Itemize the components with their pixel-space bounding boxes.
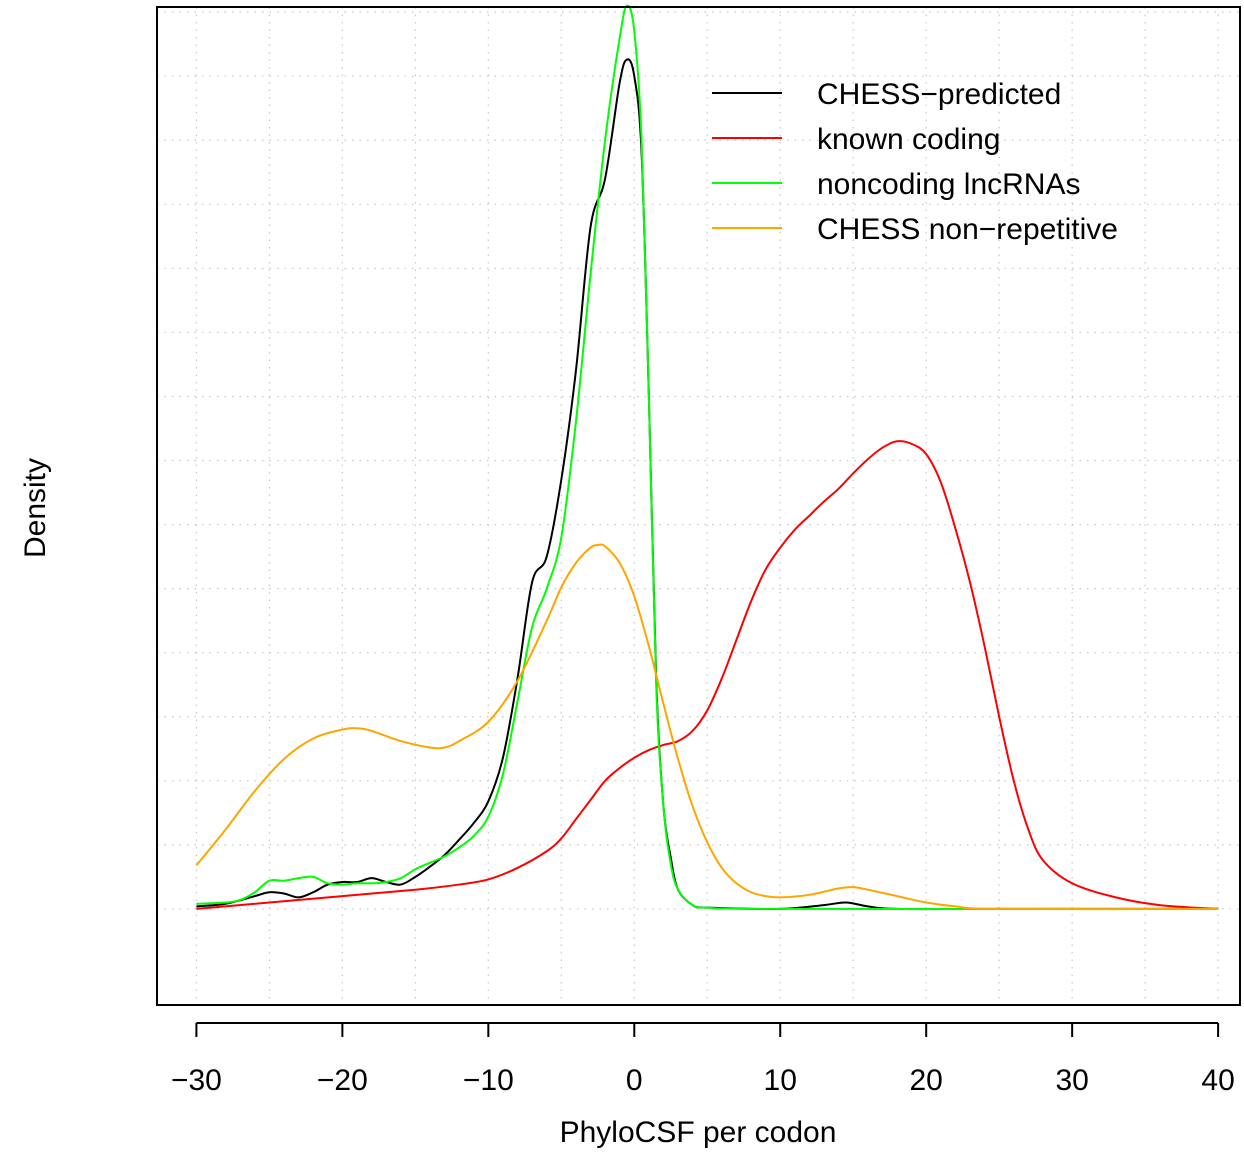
x-tick-label: −10 xyxy=(463,1064,514,1097)
x-tick-label: 30 xyxy=(1055,1064,1088,1097)
legend-label-known-coding: known coding xyxy=(817,123,1000,156)
x-axis: −30 −20 −10 0 10 20 30 40 xyxy=(171,1022,1235,1097)
x-axis-label: PhyloCSF per codon xyxy=(560,1116,837,1149)
series-line-chess-non-repetitive xyxy=(195,543,1219,911)
x-tick-label: 0 xyxy=(626,1064,643,1097)
x-tick-label: 40 xyxy=(1201,1064,1234,1097)
legend-label-chess-non-repetitive: CHESS non−repetitive xyxy=(817,213,1118,246)
grid-lines xyxy=(157,7,1240,1005)
series-lines xyxy=(195,4,1219,911)
y-axis-label: Density xyxy=(19,458,52,558)
series-line-noncoding-lncrnas xyxy=(196,4,1219,911)
legend-label-chess-predicted: CHESS−predicted xyxy=(817,78,1061,111)
legend: CHESS−predicted known coding noncoding lnc… xyxy=(712,78,1118,246)
x-tick-label: −30 xyxy=(171,1064,222,1097)
legend-label-noncoding-lncrnas: noncoding lncRNAs xyxy=(817,168,1080,201)
x-tick-label: −20 xyxy=(317,1064,368,1097)
x-tick-label: 10 xyxy=(764,1064,797,1097)
plot-frame xyxy=(156,6,1241,1006)
x-tick-label: 20 xyxy=(910,1064,943,1097)
series-line-known-coding xyxy=(196,440,1219,910)
